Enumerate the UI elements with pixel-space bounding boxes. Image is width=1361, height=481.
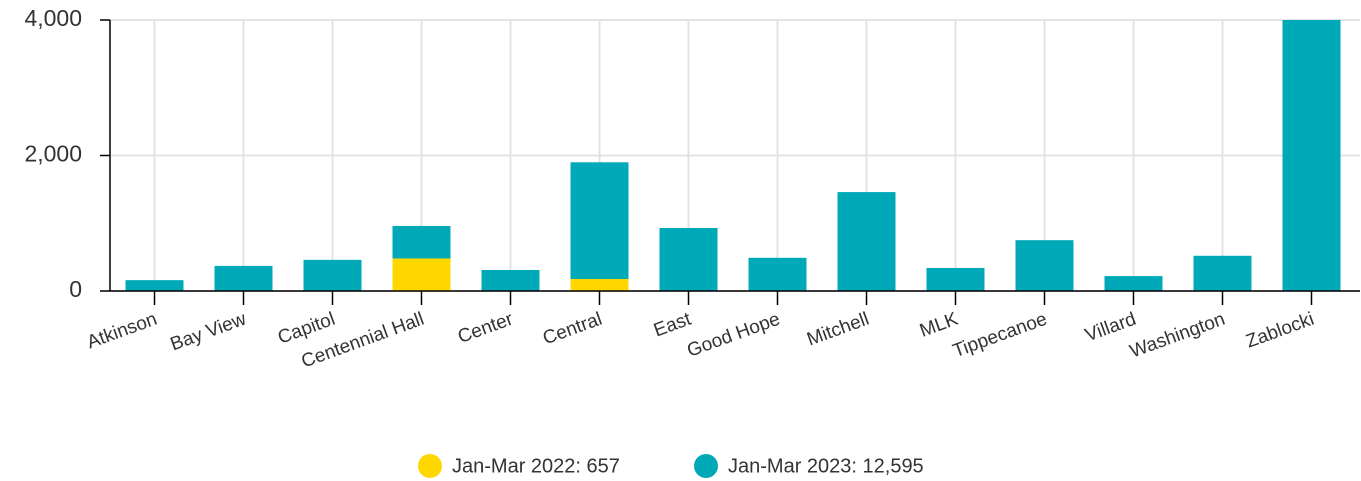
- y-tick-label: 4,000: [24, 5, 82, 31]
- bar-segment: [570, 279, 629, 291]
- x-tick-label: MLK: [917, 309, 961, 342]
- bar-segment: [1104, 276, 1163, 291]
- y-tick-label: 2,000: [24, 141, 82, 167]
- legend-swatch: [694, 454, 718, 478]
- bar-segment: [1193, 255, 1252, 291]
- legend-swatch: [418, 454, 442, 478]
- legend-label: Jan-Mar 2023: 12,595: [728, 455, 924, 477]
- bar-segment: [392, 225, 451, 259]
- x-tick-label: Zablocki: [1243, 309, 1317, 353]
- x-tick-label: Mitchell: [804, 309, 872, 351]
- y-tick-label: 0: [69, 276, 82, 302]
- x-tick-label: Washington: [1127, 309, 1228, 363]
- bar-segment: [659, 227, 718, 291]
- x-tick-label: Good Hope: [684, 309, 783, 362]
- bar-segment: [570, 162, 629, 280]
- bar-segment: [1015, 240, 1074, 291]
- x-tick-label: Central: [540, 309, 605, 350]
- x-tick-label: Tippecanoe: [950, 309, 1050, 362]
- bar-segment: [481, 269, 540, 291]
- bar-segment: [214, 265, 273, 291]
- bar-segment: [748, 257, 807, 291]
- bar-segment: [837, 192, 896, 291]
- x-tick-label: East: [651, 308, 695, 341]
- x-tick-label: Bay View: [168, 309, 250, 356]
- bar-segment: [392, 258, 451, 291]
- bar-segment: [926, 267, 985, 291]
- bar-segment: [303, 259, 362, 291]
- x-tick-label: Atkinson: [84, 309, 160, 354]
- x-tick-label: Center: [455, 308, 516, 347]
- legend-label: Jan-Mar 2022: 657: [452, 455, 620, 477]
- bar-segment: [1282, 20, 1341, 291]
- bar-segment: [125, 280, 184, 291]
